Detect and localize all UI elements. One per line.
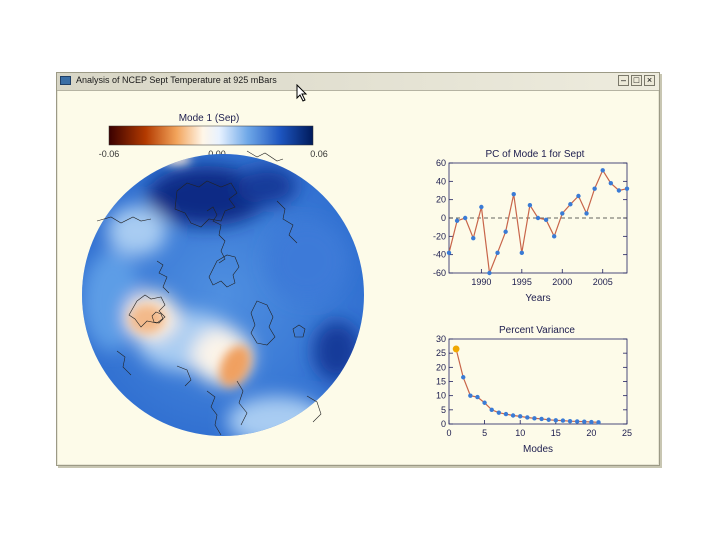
pc-xtick-label: 1995 [512, 277, 532, 287]
colorbar-max-label: 0.06 [310, 149, 328, 159]
variance-xtick-label: 0 [446, 428, 451, 438]
colorbar-min-label: -0.06 [99, 149, 120, 159]
pc-data-point [576, 193, 581, 199]
pc-data-point [584, 211, 589, 216]
title-bar[interactable]: Analysis of NCEP Sept Temperature at 925… [57, 73, 659, 91]
variance-data-point [539, 416, 544, 422]
minimize-button[interactable]: – [618, 75, 629, 86]
variance-xtick-label: 5 [482, 428, 487, 438]
mouse-cursor-icon [296, 84, 308, 102]
pc-xtick-label: 2000 [552, 277, 572, 287]
variance-data-point [489, 407, 494, 413]
pc-data-point [462, 215, 468, 221]
close-button[interactable]: × [644, 75, 655, 86]
variance-xtick-label: 10 [515, 428, 525, 438]
variance-ytick-label: 5 [441, 405, 446, 415]
pc-data-point [568, 202, 573, 207]
pc-data-point [495, 250, 500, 256]
variance-data-point [496, 410, 502, 415]
window-title: Analysis of NCEP Sept Temperature at 925… [76, 75, 277, 85]
variance-series-line [455, 348, 599, 423]
variance-data-point [475, 394, 480, 400]
pc-data-point [471, 235, 476, 241]
polar-map [82, 150, 364, 436]
variance-xtick-label: 15 [551, 428, 561, 438]
variance-ytick-label: 20 [436, 362, 446, 372]
pc-xtick-label: 1990 [471, 277, 491, 287]
pc-ytick-label: 0 [441, 213, 446, 223]
pc-xlabel: Years [525, 293, 550, 304]
variance-xtick-label: 25 [622, 428, 632, 438]
pc-data-point [560, 211, 565, 216]
variance-data-point [468, 393, 473, 398]
colorbar [108, 125, 314, 146]
pc-data-point [511, 191, 516, 197]
variance-xlabel: Modes [523, 444, 553, 455]
variance-chart: Percent Variance 30 25 20 15 10 5 0 0 5 10 15 20 25… [436, 325, 632, 455]
variance-data-point [567, 418, 573, 424]
variance-ytick-label: 0 [441, 419, 446, 429]
pc-data-point [616, 188, 622, 193]
pc-data-point [543, 217, 549, 223]
pc-xtick-label: 2005 [593, 277, 613, 287]
coastlines [96, 150, 322, 436]
pc-ytick-label: -40 [433, 250, 446, 260]
figure-canvas: Mode 1 (Sep) -0.06 0.00 0.06 [82, 113, 632, 455]
variance-data-point [452, 345, 460, 353]
pc-data-point [624, 186, 630, 191]
maximize-button[interactable]: □ [631, 75, 642, 86]
variance-data-point [589, 419, 594, 425]
variance-plot-frame [448, 338, 628, 425]
pc-data-point [551, 234, 557, 239]
variance-data-point [510, 413, 516, 418]
pc-ytick-label: -60 [433, 268, 446, 278]
variance-ytick-label: 30 [436, 334, 446, 344]
variance-ytick-label: 10 [436, 391, 446, 401]
pc-data-point [519, 250, 525, 256]
variance-data-point [525, 415, 530, 420]
app-window-icon [60, 76, 71, 85]
variance-data-point [503, 411, 509, 417]
pc-chart: PC of Mode 1 for Sept 60 40 20 0 -20 -40 -60 1… [433, 149, 630, 304]
pc-ytick-label: 20 [436, 195, 446, 205]
pc-data-point [503, 229, 508, 234]
pc-data-point [535, 215, 541, 221]
variance-chart-title: Percent Variance [499, 325, 575, 336]
variance-ytick-label: 15 [436, 377, 446, 387]
pc-data-point [600, 168, 605, 173]
app-window: Analysis of NCEP Sept Temperature at 925… [56, 72, 660, 466]
pc-data-point [446, 250, 452, 256]
variance-data-point [518, 414, 523, 419]
map-title: Mode 1 (Sep) [179, 113, 240, 124]
pc-ytick-label: -20 [433, 231, 446, 241]
pc-chart-title: PC of Mode 1 for Sept [486, 149, 585, 160]
variance-xtick-label: 20 [586, 428, 596, 438]
colorbar-mid-label: 0.00 [208, 149, 226, 159]
pc-series-line [448, 169, 628, 274]
pc-data-point [527, 202, 533, 208]
variance-data-point [596, 420, 601, 425]
pc-data-point [487, 270, 492, 276]
pc-ytick-label: 60 [436, 158, 446, 168]
variance-data-point [482, 400, 487, 405]
pc-ytick-label: 40 [436, 176, 446, 186]
pc-data-point [608, 180, 614, 186]
variance-data-point [532, 416, 537, 421]
pc-data-point [454, 218, 460, 223]
variance-data-point [560, 418, 566, 423]
pc-data-point [479, 204, 484, 210]
variance-data-point [546, 417, 551, 422]
variance-data-point [582, 419, 587, 424]
variance-data-point [553, 418, 558, 423]
pc-data-point [592, 186, 597, 191]
variance-data-point [461, 375, 466, 380]
variance-data-point [574, 419, 580, 424]
variance-ytick-label: 25 [436, 348, 446, 358]
window-content: Mode 1 (Sep) -0.06 0.00 0.06 [57, 91, 659, 465]
